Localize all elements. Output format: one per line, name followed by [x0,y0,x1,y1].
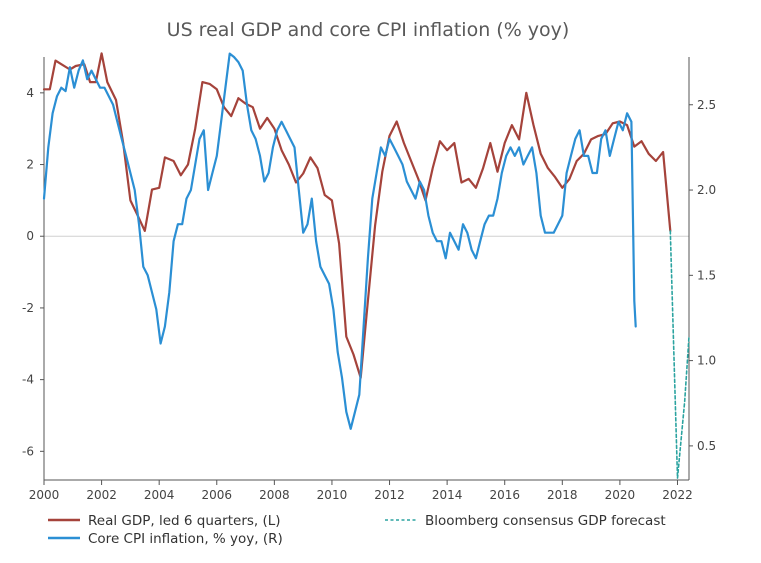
y-left-tick-label: -2 [22,301,34,315]
plot-area: 2000 2002 2004 2006 2008 2010 2012 2014 2016 2018… [22,52,716,502]
y-left-tick-label: 0 [26,229,34,243]
chart-title: US real GDP and core CPI inflation (% yo… [167,19,570,41]
x-tick-label: 2002 [86,488,117,502]
legend-label: Core CPI inflation, % yoy, (R) [88,531,283,547]
x-tick-label: 2006 [201,488,232,502]
legend-item-gdp: Real GDP, led 6 quarters, (L) [48,513,281,529]
y-left-tick-label: -4 [22,373,34,387]
x-tick-label: 2020 [605,488,636,502]
y-right-tick-label: 0.5 [697,439,716,453]
x-tick-label: 2016 [489,488,520,502]
y-right-tick-label: 2.0 [697,183,716,197]
x-tick-label: 2004 [144,488,175,502]
y-right-tick-label: 2.5 [697,98,716,112]
y-left-tick-label: 2 [26,158,34,172]
y-right-tick-label: 1.5 [697,268,716,282]
y-left-tick-label: -6 [22,444,34,458]
x-tick-label: 2010 [317,488,348,502]
x-tick-label: 2018 [547,488,578,502]
y-right-tick-label: 1.0 [697,354,716,368]
x-tick-label: 2022 [662,488,693,502]
x-tick-label: 2000 [29,488,60,502]
legend: Real GDP, led 6 quarters, (L) Core CPI in… [48,513,666,547]
legend-item-forecast: Bloomberg consensus GDP forecast [385,513,666,529]
legend-label: Real GDP, led 6 quarters, (L) [88,513,281,529]
legend-item-cpi: Core CPI inflation, % yoy, (R) [48,531,283,547]
x-tick-label: 2012 [374,488,405,502]
x-tick-label: 2014 [432,488,463,502]
forecast-series-line [669,230,690,480]
y-left-tick-label: 4 [26,86,34,100]
x-tick-label: 2008 [259,488,290,502]
cpi-series-line [42,52,637,430]
legend-label: Bloomberg consensus GDP forecast [425,513,666,529]
